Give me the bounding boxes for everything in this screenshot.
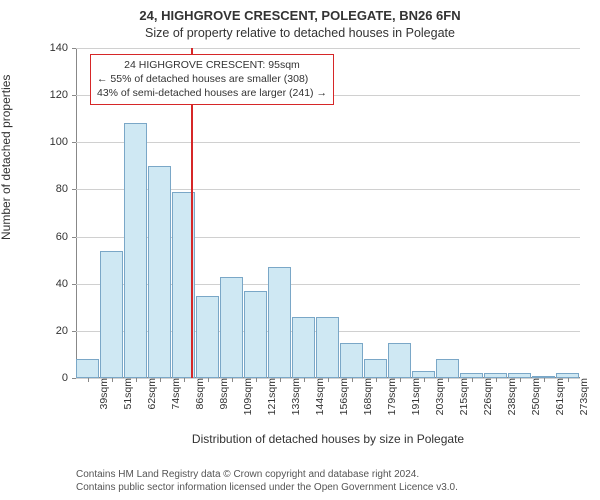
x-tick-mark [160,378,161,382]
x-tick-mark [352,378,353,382]
x-tick-label: 226sqm [476,378,494,415]
x-tick-mark [496,378,497,382]
annotation-line: 24 HIGHGROVE CRESCENT: 95sqm [97,58,327,72]
x-tick-mark [280,378,281,382]
y-tick-label: 60 [56,231,76,243]
x-tick-label: 261sqm [548,378,566,415]
histogram-bar [364,359,387,378]
y-tick-label: 80 [56,183,76,195]
x-tick-label: 179sqm [380,378,398,415]
x-tick-mark [472,378,473,382]
histogram-bar [220,277,243,378]
x-tick-label: 98sqm [212,378,230,410]
annotation-line: 43% of semi-detached houses are larger (… [97,86,327,100]
x-tick-label: 74sqm [164,378,182,410]
x-tick-label: 86sqm [188,378,206,410]
x-tick-mark [184,378,185,382]
y-tick-label: 40 [56,278,76,290]
footnote-text: Contains HM Land Registry data © Crown c… [76,469,580,494]
x-tick-mark [136,378,137,382]
footnote-line: Contains public sector information licen… [76,482,580,495]
histogram-bar [268,267,291,378]
x-tick-mark [424,378,425,382]
x-tick-mark [448,378,449,382]
footnote-line: Contains HM Land Registry data © Crown c… [76,469,580,482]
plot-area: 02040608010012014039sqm51sqm62sqm74sqm86… [76,48,580,378]
histogram-bar [196,296,219,379]
histogram-bar [124,123,147,378]
x-tick-label: 39sqm [92,378,110,410]
annotation-box: 24 HIGHGROVE CRESCENT: 95sqm← 55% of det… [90,54,334,105]
histogram-bar [100,251,123,378]
x-tick-label: 215sqm [452,378,470,415]
gridline [76,48,580,49]
x-tick-mark [88,378,89,382]
histogram-bar [388,343,411,378]
chart-figure: 24, HIGHGROVE CRESCENT, POLEGATE, BN26 6… [0,0,600,500]
x-tick-mark [256,378,257,382]
annotation-line: ← 55% of detached houses are smaller (30… [97,72,327,86]
chart-title-main: 24, HIGHGROVE CRESCENT, POLEGATE, BN26 6… [0,8,600,23]
y-tick-label: 100 [50,136,76,148]
chart-title-sub: Size of property relative to detached ho… [0,26,600,40]
x-tick-mark [304,378,305,382]
x-tick-label: 109sqm [236,378,254,415]
x-tick-mark [568,378,569,382]
x-tick-label: 191sqm [404,378,422,415]
histogram-bar [148,166,171,378]
histogram-bar [436,359,459,378]
histogram-bar [340,343,363,378]
x-tick-label: 51sqm [116,378,134,410]
y-axis-label: Number of detached properties [0,75,13,240]
x-tick-mark [400,378,401,382]
gridline [76,142,580,143]
y-tick-label: 0 [62,372,76,384]
y-tick-label: 140 [50,42,76,54]
x-tick-label: 238sqm [500,378,518,415]
histogram-bar [316,317,339,378]
x-axis-label: Distribution of detached houses by size … [76,432,580,446]
x-tick-mark [112,378,113,382]
x-tick-label: 156sqm [332,378,350,415]
x-tick-mark [544,378,545,382]
x-tick-mark [328,378,329,382]
y-tick-label: 120 [50,89,76,101]
x-tick-mark [208,378,209,382]
histogram-bar [244,291,267,378]
x-tick-label: 133sqm [284,378,302,415]
y-tick-label: 20 [56,325,76,337]
x-tick-mark [520,378,521,382]
x-tick-mark [376,378,377,382]
histogram-bar [76,359,99,378]
x-tick-label: 250sqm [524,378,542,415]
x-tick-mark [232,378,233,382]
y-axis-line [76,48,77,378]
x-tick-label: 203sqm [428,378,446,415]
histogram-bar [292,317,315,378]
x-tick-label: 144sqm [308,378,326,415]
x-tick-label: 168sqm [356,378,374,415]
x-tick-label: 62sqm [140,378,158,410]
histogram-bar [412,371,435,378]
x-tick-label: 121sqm [260,378,278,415]
x-tick-label: 273sqm [572,378,590,415]
